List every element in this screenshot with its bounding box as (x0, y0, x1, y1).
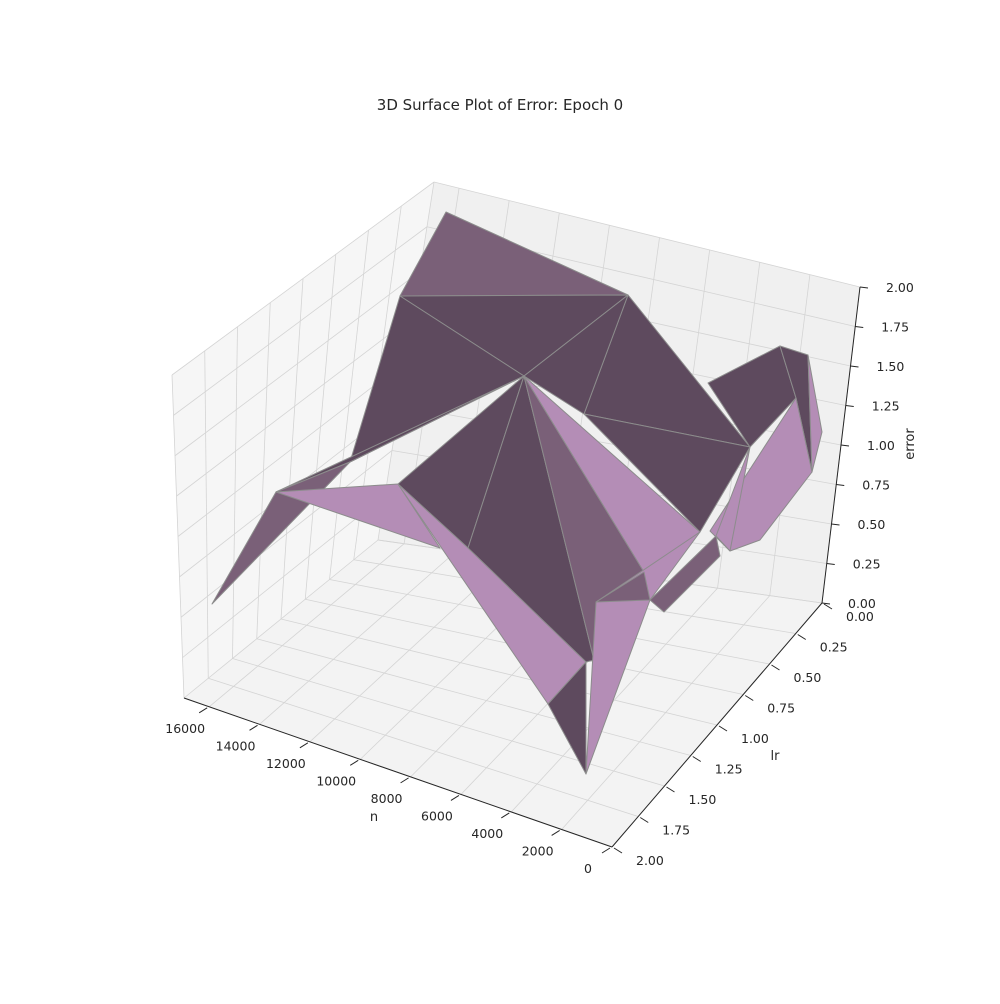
y-tick-mark (771, 664, 780, 671)
y-tick-label: 2.00 (636, 853, 664, 868)
surface-facet (807, 354, 823, 473)
z-tick-mark (850, 365, 859, 368)
x-axis-label: n (370, 810, 378, 825)
x-tick-label: 2000 (522, 843, 554, 858)
y-tick-label: 1.75 (662, 823, 690, 838)
y-axis-ticks: 0.00 0.25 0.50 0.75 1.00 1.25 1.50 1.75 2.00 (613, 603, 874, 868)
z-gridline-left (183, 539, 379, 699)
z-gridline-left (176, 315, 414, 497)
y-tick-mark (797, 634, 807, 640)
x-tick-label: 12000 (266, 756, 306, 771)
z-axis-ticks: 0.00 0.25 0.50 0.75 1.00 1.25 1.50 1.75 2.00 (821, 280, 914, 611)
x-tick-label: 10000 (316, 773, 356, 788)
z-tick-label: 0.50 (858, 517, 886, 532)
y-tick-mark (823, 603, 833, 610)
z-gridline-left (182, 494, 386, 658)
x-tick-label: 8000 (371, 791, 403, 806)
y-tick-label: 1.50 (689, 792, 717, 807)
surface-facet (649, 535, 721, 613)
z-tick-label: 0.00 (848, 596, 876, 611)
y-tick-mark (613, 847, 623, 854)
z-tick-mark (836, 484, 845, 486)
z-tick-mark (840, 444, 850, 447)
z-tick-mark (821, 602, 831, 605)
y-tick-label: 0.25 (820, 640, 848, 655)
x-tick-mark (601, 847, 611, 854)
z-gridline-back (433, 181, 861, 288)
z-tick-label: 0.25 (853, 557, 881, 572)
z-gridline-left (173, 226, 428, 416)
x-axis-ticks: 0 2000 4000 6000 8000 10000 12000 14000 16000 (165, 707, 611, 876)
y-axis-label: lr (771, 749, 781, 764)
surface-facet (583, 413, 751, 533)
error-surface (211, 211, 823, 775)
z-gridline-left (180, 450, 393, 618)
x-tick-label: 0 (584, 861, 592, 876)
y-tick-mark (666, 786, 675, 793)
z-tick-mark (845, 405, 854, 407)
x-tick-label: 6000 (421, 808, 453, 823)
x-tick-label: 4000 (471, 826, 503, 841)
y-tick-mark (639, 817, 649, 823)
x-tick-mark (450, 794, 460, 801)
x-tick-label: 16000 (165, 721, 205, 736)
y-tick-mark (744, 695, 754, 701)
y-gridline-floor (208, 677, 639, 817)
z-tick-label: 1.75 (881, 320, 909, 335)
surface-facet (523, 294, 629, 415)
y-tick-label: 1.25 (715, 762, 743, 777)
z-tick-label: 1.00 (867, 438, 895, 453)
y-tick-label: 1.00 (741, 731, 769, 746)
x-tick-mark (400, 777, 409, 784)
y-tick-label: 0.75 (767, 701, 795, 716)
z-axis-label: error (903, 428, 918, 460)
y-axis-line (611, 602, 823, 848)
z-gridline-left (171, 181, 435, 376)
y-tick-mark (692, 756, 702, 762)
x-tick-label: 14000 (216, 738, 256, 753)
z-tick-mark (855, 326, 864, 328)
z-tick-mark (826, 563, 835, 565)
chart-title: 3D Surface Plot of Error: Epoch 0 (376, 96, 624, 114)
surface-facet (275, 483, 441, 549)
surface-facet (715, 446, 751, 552)
y-tick-label: 0.50 (794, 670, 822, 685)
x-tick-mark (551, 830, 560, 836)
x-tick-mark (198, 707, 208, 714)
y-gridline-floor (256, 638, 691, 756)
surface-facet (547, 661, 587, 775)
x-tick-mark (249, 724, 258, 731)
z-tick-label: 1.50 (877, 359, 905, 374)
z-gridline-left (174, 271, 421, 457)
x-axis-line (183, 697, 613, 848)
z-tick-label: 2.00 (886, 280, 914, 295)
y-tick-mark (718, 725, 728, 732)
surface-facet (595, 571, 651, 603)
y-gridline-floor (280, 618, 718, 726)
y-gridline-floor (232, 658, 665, 787)
z-tick-mark (831, 523, 840, 526)
z-tick-label: 1.25 (872, 399, 900, 414)
x-tick-mark (299, 742, 309, 749)
y-tick-label: 0.00 (846, 609, 874, 624)
z-gridline-left (177, 360, 407, 537)
x-tick-mark (501, 812, 510, 819)
z-tick-label: 0.75 (862, 478, 890, 493)
x-tick-mark (349, 759, 359, 766)
floor-pane (184, 540, 822, 847)
z-tick-mark (859, 286, 869, 289)
